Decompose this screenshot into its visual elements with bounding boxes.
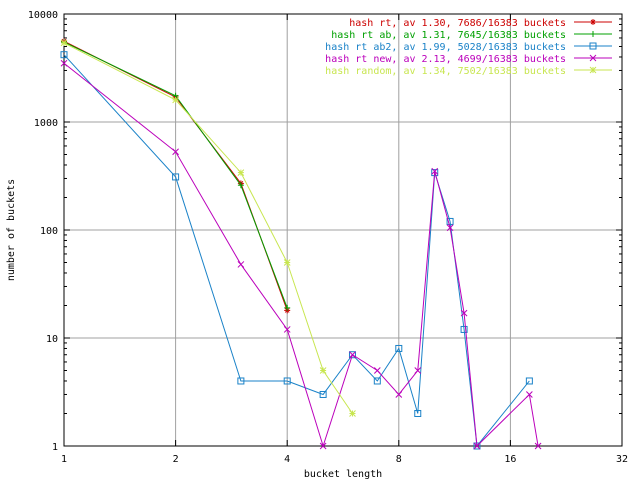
data-point [284,304,291,311]
data-point [283,326,291,333]
data-point [319,367,327,374]
data-point-stroke [283,326,291,333]
data-point [60,39,68,47]
legend-label: hash rt ab, av 1.31, 7645/16383 buckets [331,30,566,41]
data-point [534,442,542,450]
series-line [63,41,288,309]
x-tick-label: 4 [284,454,290,465]
data-point-stroke [589,66,597,74]
data-point-stroke [349,351,356,359]
data-point-stroke [590,19,596,25]
legend-label: hash random, av 1.34, 7502/16383 buckets [325,66,566,77]
data-point [460,325,468,333]
y-axis-label: number of buckets [6,179,17,281]
data-point [349,410,356,417]
data-point [460,309,468,317]
data-point [526,391,533,398]
data-point-stroke [172,96,179,104]
data-point-stroke [319,367,327,374]
data-point [172,96,179,104]
data-point [589,54,597,62]
data-point-stroke [373,367,381,374]
data-point-stroke [60,59,68,67]
data-point [431,167,439,175]
data-point-stroke [172,148,179,156]
data-point-stroke [283,259,291,266]
data-point [446,224,454,232]
data-point-stroke [473,442,481,450]
data-point [60,59,68,67]
data-point-stroke [446,224,454,232]
data-point [395,391,403,398]
data-point [319,442,327,450]
data-point-stroke [319,442,327,450]
data-point [373,377,381,385]
series-5 [60,39,356,417]
y-tick-label: 1000 [34,118,58,129]
data-point [237,377,245,385]
grid-layer [64,14,622,446]
data-point [237,182,244,189]
data-point [414,409,422,417]
data-point [348,351,356,359]
series-3 [60,51,533,450]
y-tick-label: 100 [40,226,58,237]
data-point [446,217,454,225]
data-point [283,259,291,266]
data-point [590,19,596,25]
series-4 [60,59,542,450]
data-point-stroke [460,309,468,317]
data-point [172,148,179,156]
data-point [237,169,245,176]
series-line [63,42,353,414]
data-point-stroke [526,391,533,398]
x-tick-label: 32 [616,454,628,465]
tick-layer: 1 2 4 8 16 32 1 10 100 1000 10000 [28,10,628,465]
data-point [525,377,533,385]
data-point [373,367,381,374]
data-point-stroke [60,39,68,47]
data-point [319,390,327,398]
data-point [395,344,403,352]
legend: hash rt, av 1.30, 7686/16383 bucketshash… [325,18,612,77]
x-tick-label: 8 [396,454,402,465]
data-point [473,442,481,450]
data-point-stroke [431,167,439,175]
data-point-stroke [395,391,403,398]
data-point [283,377,291,385]
legend-label: hash rt, av 1.30, 7686/16383 buckets [349,18,566,29]
data-point-stroke [589,54,597,62]
y-tick-label: 1 [52,442,58,453]
x-tick-label: 1 [61,454,67,465]
data-point-stroke [414,367,422,374]
data-point [60,51,68,59]
x-tick-label: 2 [173,454,179,465]
series-line [63,62,539,448]
data-point [590,31,596,37]
data-point [349,351,356,359]
legend-label: hash rt ab2, av 1.99, 5028/16383 buckets [325,42,566,53]
y-tick-label: 10000 [28,10,58,21]
data-point-stroke [534,442,542,450]
series-layer [60,38,542,450]
x-axis-label: bucket length [304,469,382,480]
data-point [589,66,597,74]
data-point [237,261,245,268]
data-point [414,367,422,374]
y-tick-label: 10 [46,334,58,345]
series-2 [61,39,291,311]
series-line [63,54,530,448]
data-point-stroke [237,261,245,268]
data-point-stroke [237,169,245,176]
data-point [589,42,597,50]
data-point-stroke [349,410,356,417]
x-tick-label: 16 [504,454,516,465]
legend-label: hash rt new, av 2.13, 4699/16383 buckets [325,54,566,65]
data-point [172,173,180,181]
